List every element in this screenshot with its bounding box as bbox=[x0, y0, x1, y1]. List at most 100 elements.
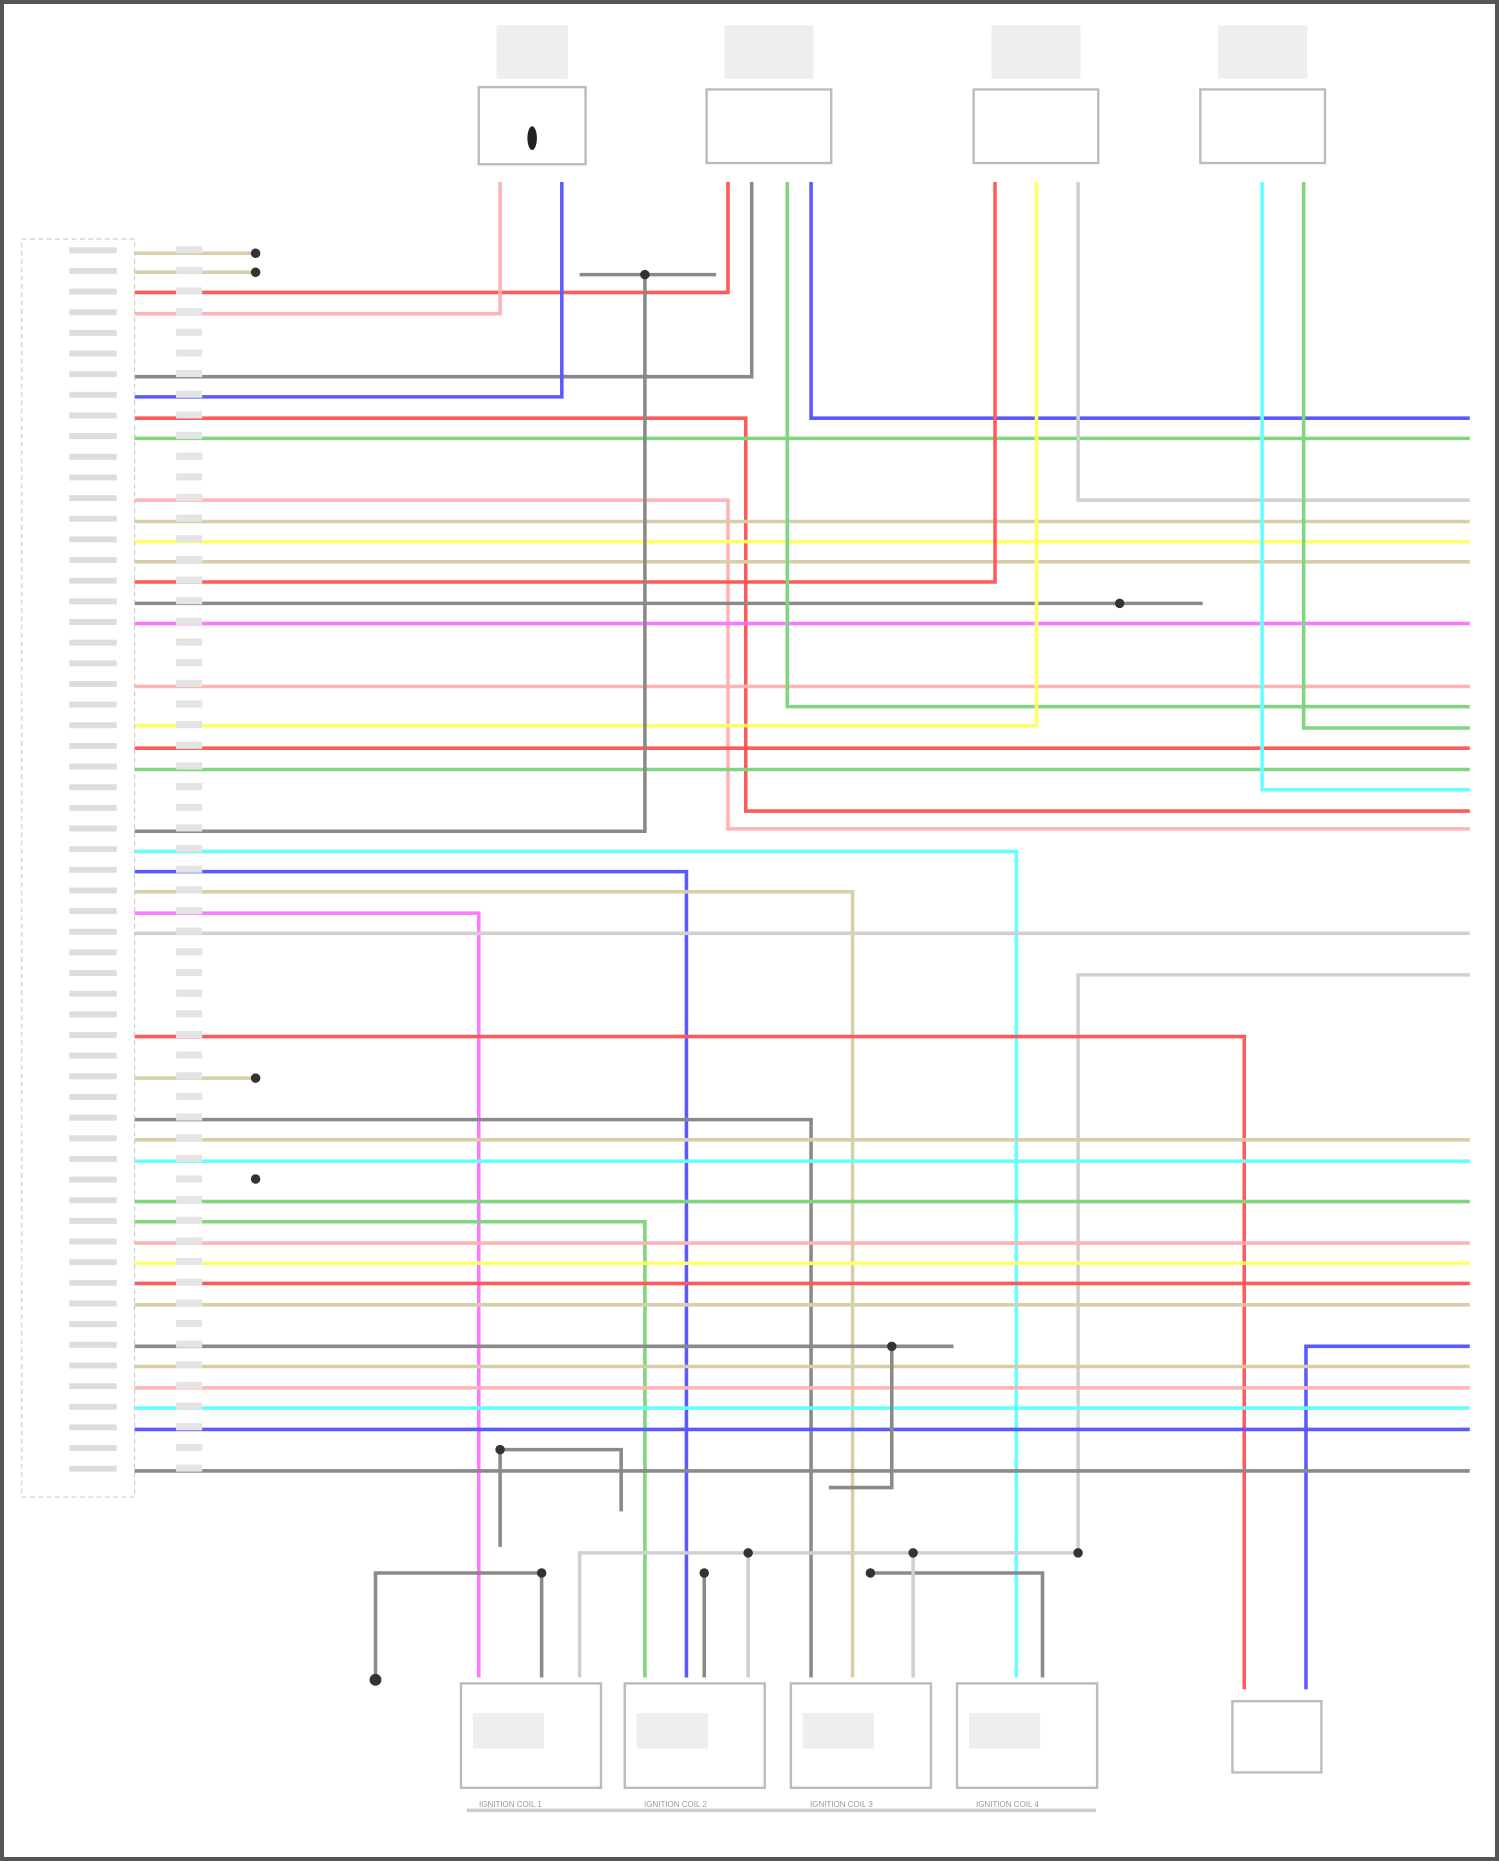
ecm-pin-label bbox=[69, 329, 117, 336]
ignition-coil-1 bbox=[459, 1682, 603, 1790]
coil-label-2: IGNITION COIL 2 bbox=[644, 1800, 707, 1809]
ecm-pin-label bbox=[69, 1465, 117, 1472]
ecm-pin-label bbox=[69, 1217, 117, 1224]
ecm-pin-label bbox=[69, 846, 117, 853]
wire-code-label bbox=[176, 1464, 203, 1472]
wire-gray bbox=[134, 182, 754, 379]
splice-dot bbox=[887, 1341, 897, 1352]
ecm-pin-label bbox=[69, 1383, 117, 1390]
wire-code-label bbox=[176, 493, 203, 502]
wire-code-label bbox=[176, 1134, 203, 1142]
ecm-pin-label bbox=[69, 247, 117, 254]
wire-code-label bbox=[176, 886, 203, 894]
ecm-pin-label bbox=[69, 350, 117, 357]
wire-green bbox=[1301, 182, 1470, 730]
splice-dot bbox=[1114, 598, 1125, 609]
splice-dot bbox=[640, 269, 650, 280]
wire-code-label bbox=[176, 1051, 203, 1059]
wire-code-label bbox=[176, 555, 203, 564]
ecm-pin-label bbox=[69, 1445, 117, 1452]
wire-code-label bbox=[176, 514, 203, 522]
wire-code-label bbox=[176, 328, 203, 336]
wire-code-label bbox=[176, 576, 203, 584]
ecm-pin-label bbox=[69, 742, 117, 749]
splice-dot bbox=[250, 1073, 261, 1083]
wire-code-label bbox=[176, 390, 203, 398]
diagram-canvas bbox=[21, 25, 1470, 1813]
wire-code-label bbox=[176, 1361, 203, 1369]
ecm-pin-label bbox=[69, 639, 117, 646]
wire-code-label bbox=[176, 287, 203, 295]
ecm-pin-label bbox=[69, 763, 117, 770]
wire-code-label bbox=[176, 1030, 203, 1038]
ignition-coil-2 bbox=[623, 1682, 766, 1790]
wire-blue bbox=[134, 182, 564, 399]
wire-gray bbox=[870, 1571, 1045, 1678]
ecm-pin-label bbox=[69, 784, 117, 791]
ecm-pin-label bbox=[69, 1321, 117, 1328]
wire-blue bbox=[134, 869, 689, 1678]
ecm-pin-label bbox=[69, 371, 117, 378]
splice-dot bbox=[250, 248, 261, 258]
coil-inner bbox=[472, 1713, 545, 1749]
wire-code-label bbox=[176, 1258, 203, 1266]
ecm-pin-label bbox=[69, 1259, 117, 1266]
coil-inner bbox=[636, 1713, 708, 1749]
wire-code-label bbox=[176, 679, 203, 687]
wire-code-label bbox=[176, 741, 203, 749]
wire-cyan bbox=[134, 849, 1019, 1678]
wire-magenta bbox=[134, 911, 481, 1678]
wire-code-label bbox=[176, 1381, 203, 1390]
wire-code-label bbox=[176, 989, 203, 997]
ecm-pin-label bbox=[69, 598, 117, 605]
wire-code-label bbox=[176, 906, 203, 915]
ecm-pin-label bbox=[69, 990, 117, 997]
wire-tan bbox=[134, 889, 855, 1678]
wire-code-label bbox=[176, 1216, 203, 1224]
wire-blue bbox=[1304, 1344, 1470, 1690]
wire-code-label bbox=[176, 1319, 203, 1328]
ecm-pin-label bbox=[69, 908, 117, 915]
ecm-pin-label bbox=[69, 557, 117, 564]
sensor-4-box bbox=[1199, 88, 1327, 165]
wire-code-label bbox=[176, 1402, 203, 1410]
ecm-pin-label bbox=[69, 1073, 117, 1080]
ecm-pin-label bbox=[69, 887, 117, 894]
ecm-pin-label bbox=[69, 825, 117, 832]
wire-pink bbox=[134, 182, 502, 316]
wire-code-label bbox=[176, 535, 203, 543]
wire-code-label bbox=[176, 927, 203, 935]
wire-green bbox=[134, 1219, 647, 1678]
wire-code-label bbox=[176, 1299, 203, 1307]
wire-code-label bbox=[176, 1092, 203, 1100]
wire-code-label bbox=[176, 700, 203, 708]
ecm-pin-label bbox=[69, 1341, 117, 1348]
ecm-pin-label bbox=[69, 1114, 117, 1121]
ecm-pin-label bbox=[69, 1300, 117, 1307]
splice-dot bbox=[536, 1568, 547, 1578]
ecm-pin-label bbox=[69, 288, 117, 295]
wire-code-label bbox=[176, 411, 203, 419]
sensor-2-title bbox=[724, 25, 814, 79]
ecm-pin-label bbox=[69, 1052, 117, 1059]
ignition-coil-4 bbox=[955, 1682, 1099, 1790]
wire-code-label bbox=[176, 1154, 203, 1162]
wire-code-label bbox=[176, 762, 203, 770]
ignition-coil-3 bbox=[789, 1682, 933, 1790]
splice-dot bbox=[865, 1568, 876, 1578]
ecm-pin-label bbox=[69, 577, 117, 584]
wire-code-label bbox=[176, 1196, 203, 1204]
wire-code-label bbox=[176, 1340, 203, 1348]
ecm-pin-label bbox=[69, 1135, 117, 1142]
ecm-pin-label bbox=[69, 660, 117, 667]
sensor-element-icon bbox=[527, 126, 537, 150]
wire-code-label bbox=[176, 968, 203, 977]
ecm-pin-label bbox=[69, 1403, 117, 1410]
wire-yellow bbox=[134, 182, 1039, 728]
wire-red bbox=[134, 182, 730, 295]
wire-gray bbox=[373, 1571, 544, 1680]
ecm-pin-label bbox=[69, 949, 117, 956]
wire-code-label bbox=[176, 431, 203, 440]
ecm-pin-label bbox=[69, 970, 117, 977]
coil-label-1: IGNITION COIL 1 bbox=[479, 1800, 542, 1809]
